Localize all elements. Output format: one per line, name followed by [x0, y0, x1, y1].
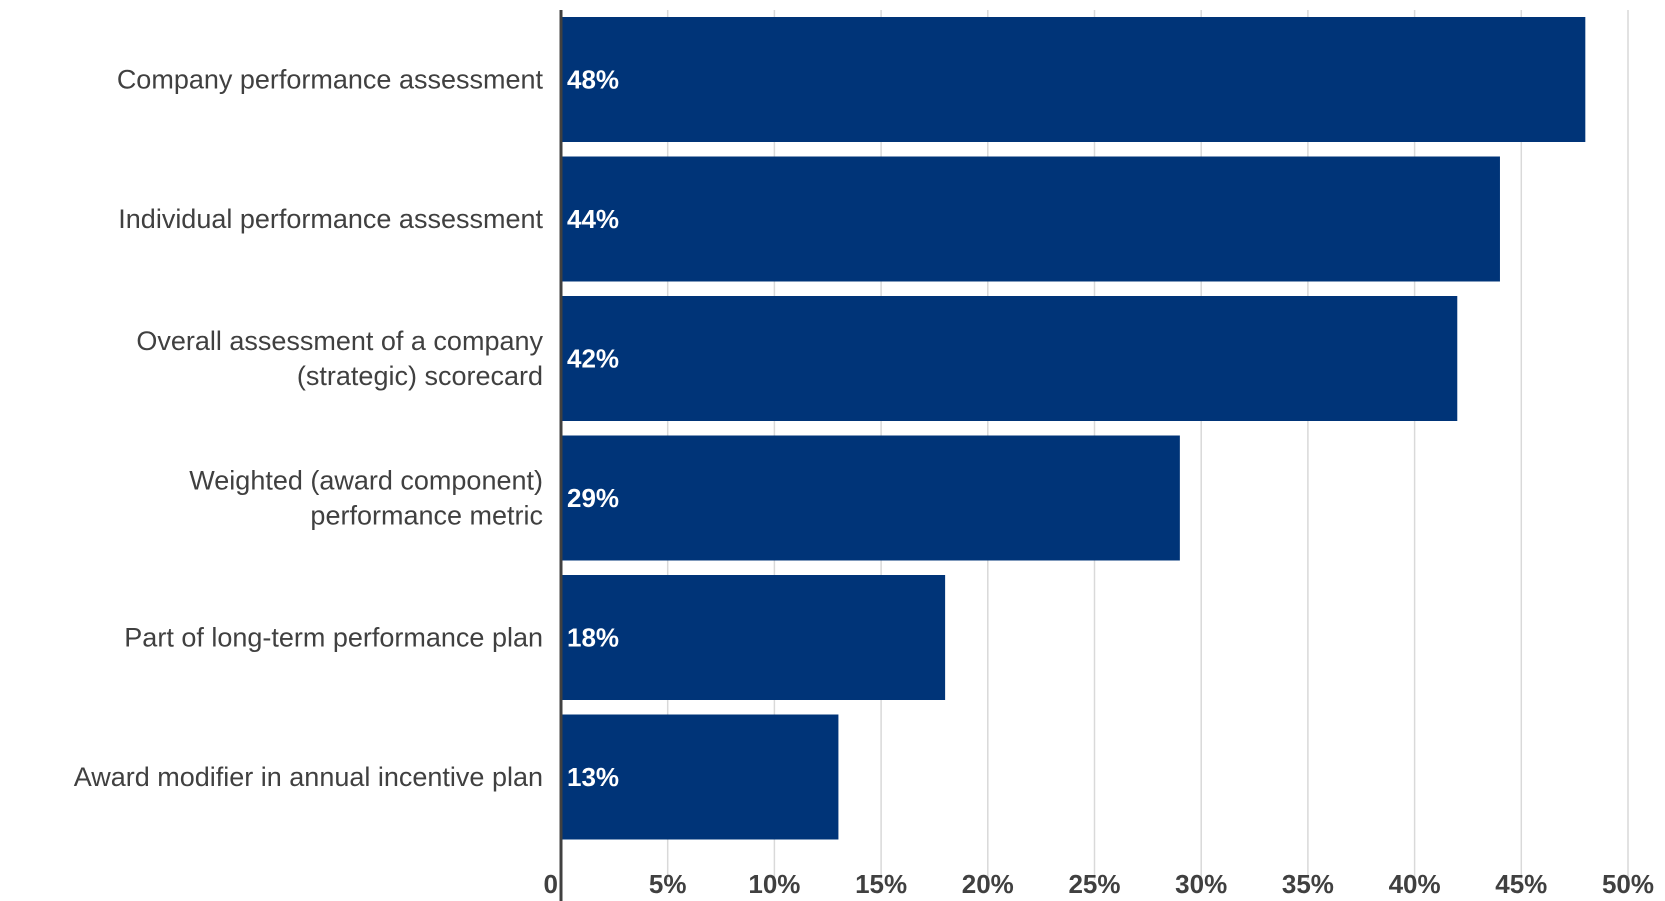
- x-tick-label-35: 35%: [1282, 869, 1334, 899]
- x-tick-label-25: 25%: [1068, 869, 1120, 899]
- x-tick-label-5: 5%: [649, 869, 687, 899]
- bars: 48% 44% 42% 29% 18% 13%: [561, 17, 1586, 840]
- bar-3: [561, 296, 1458, 421]
- bar-value-label-3: 42%: [567, 344, 619, 374]
- bar-6: [561, 714, 839, 840]
- category-labels: Company performance assessment Individual…: [74, 65, 544, 793]
- category-label-line: Company performance assessment: [117, 65, 544, 95]
- category-label-5: Part of long-term performance plan: [124, 623, 543, 653]
- x-tick-label-50: 50%: [1602, 869, 1654, 899]
- category-label-line: Award modifier in annual incentive plan: [74, 762, 543, 792]
- category-label-line: Part of long-term performance plan: [124, 623, 543, 653]
- category-label-line: Overall assessment of a company: [136, 326, 543, 356]
- x-tick-label-0: 0: [544, 869, 558, 899]
- x-tick-label-40: 40%: [1389, 869, 1441, 899]
- bar-value-label-5: 18%: [567, 623, 619, 653]
- bar-4: [561, 435, 1180, 561]
- bar-value-label-2: 44%: [567, 204, 619, 234]
- bar-1: [561, 17, 1586, 142]
- category-label-line: Individual performance assessment: [118, 204, 543, 234]
- bar-2: [561, 156, 1500, 282]
- bar-value-label-1: 48%: [567, 65, 619, 95]
- category-label-line: Weighted (award component): [189, 466, 543, 496]
- category-label-4: Weighted (award component) performance me…: [189, 466, 543, 531]
- x-tick-label-20: 20%: [962, 869, 1014, 899]
- x-tick-label-45: 45%: [1495, 869, 1547, 899]
- bar-value-label-4: 29%: [567, 483, 619, 513]
- x-tick-labels: 0 5% 10% 15% 20% 25% 30% 35% 40% 45% 50%: [544, 869, 1654, 899]
- category-label-1: Company performance assessment: [117, 65, 544, 95]
- x-tick-label-10: 10%: [748, 869, 800, 899]
- x-tick-label-15: 15%: [855, 869, 907, 899]
- bar-5: [561, 575, 946, 700]
- bar-value-label-6: 13%: [567, 762, 619, 792]
- category-label-2: Individual performance assessment: [118, 204, 543, 234]
- category-label-line: performance metric: [310, 501, 543, 531]
- category-label-3: Overall assessment of a company (strategi…: [136, 326, 543, 391]
- category-label-line: (strategic) scorecard: [297, 361, 543, 391]
- category-label-6: Award modifier in annual incentive plan: [74, 762, 543, 792]
- x-tick-label-30: 30%: [1175, 869, 1227, 899]
